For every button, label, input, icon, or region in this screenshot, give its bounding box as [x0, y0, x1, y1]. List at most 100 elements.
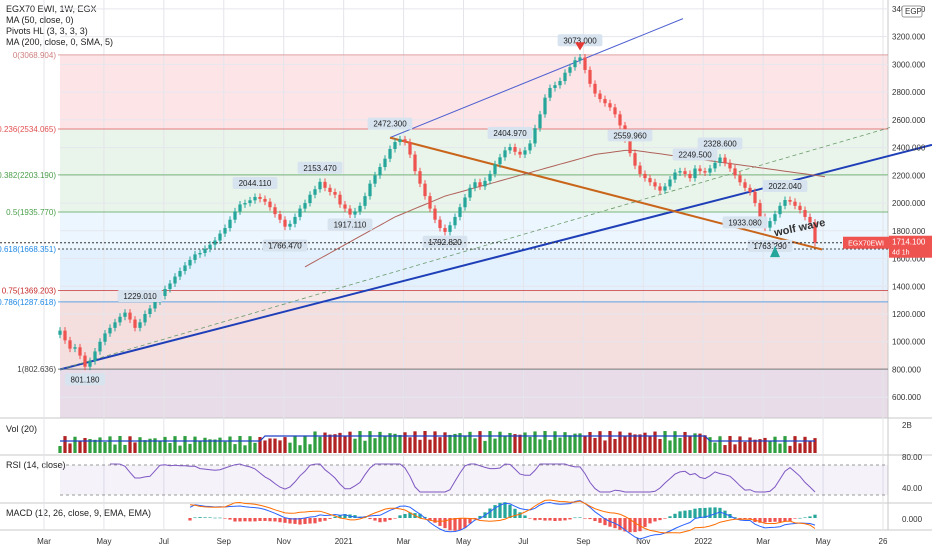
- price-tick-label: 1000.000: [892, 338, 926, 347]
- candle-body: [758, 203, 762, 217]
- candle-body: [418, 171, 422, 184]
- candle-body: [188, 259, 192, 266]
- macd-histogram-bar: [773, 518, 777, 522]
- fib-label: 0.236(2534.065): [0, 125, 56, 134]
- volume-bar: [563, 432, 567, 453]
- vol-pane-label[interactable]: Vol (20): [6, 424, 38, 434]
- candle-body: [368, 183, 372, 197]
- macd-histogram-bar: [678, 511, 682, 518]
- volume-bar: [453, 433, 457, 453]
- macd-histogram-bar: [508, 504, 512, 518]
- macd-histogram-bar: [538, 518, 542, 520]
- currency-label: EGP: [905, 7, 922, 16]
- candle-body: [503, 150, 507, 158]
- price-axis[interactable]: 600.000 800.000 1000.000 1200.000 1400.000 16…: [892, 5, 926, 402]
- rsi-pane-label[interactable]: RSI (14, close): [6, 460, 66, 470]
- macd-histogram-bar: [743, 518, 747, 520]
- legend-pivots[interactable]: Pivots HL (3, 3, 3, 3): [6, 26, 88, 36]
- macd-histogram-bar: [603, 518, 607, 526]
- macd-histogram-bar: [463, 518, 467, 528]
- candle-body: [548, 87, 552, 98]
- macd-histogram-bar: [733, 517, 737, 518]
- macd-histogram-bar: [403, 514, 407, 518]
- macd-histogram-bar: [573, 517, 577, 519]
- macd-histogram-bar: [808, 516, 812, 518]
- candle-body: [783, 200, 787, 206]
- candle-body: [263, 198, 267, 202]
- volume-bar: [738, 436, 742, 453]
- pivot-label: 2044.110: [239, 179, 272, 188]
- volume-bar: [378, 431, 382, 453]
- candle-body: [88, 361, 92, 367]
- candle-body: [683, 171, 687, 174]
- volume-bar: [768, 441, 772, 453]
- time-axis[interactable]: Mar May Jul Sep Nov 2021 Mar May Jul Sep Nov 2022 Ma…: [37, 537, 888, 546]
- volume-bar: [318, 436, 322, 453]
- legend-symbol[interactable]: EGX70 EWI, 1W, EGX: [6, 4, 97, 14]
- candle-body: [793, 201, 797, 206]
- volume-bar: [443, 432, 447, 453]
- macd-histogram-bar: [198, 517, 202, 518]
- volume-bar: [73, 436, 77, 453]
- candle-body: [488, 173, 492, 181]
- bottom-arrow-icon: [770, 246, 780, 258]
- candle-body: [633, 153, 637, 166]
- macd-histogram-bar: [218, 517, 222, 519]
- candle-body: [273, 207, 277, 215]
- candle-body: [303, 203, 307, 209]
- macd-histogram-bar: [783, 518, 787, 522]
- macd-histogram-bar: [688, 510, 692, 518]
- candle-body: [343, 204, 347, 209]
- candle-body: [618, 114, 622, 126]
- candle-body: [138, 322, 142, 328]
- macd-histogram-bar: [293, 518, 297, 524]
- volume-bar: [808, 440, 812, 453]
- volume-bar: [628, 432, 632, 453]
- candle-body: [443, 228, 447, 232]
- macd-histogram-bar: [758, 518, 762, 523]
- volume-bar: [258, 437, 262, 453]
- candle-body: [613, 107, 617, 115]
- volume-bar: [618, 431, 622, 453]
- price-tag-value: 1714.100: [892, 238, 926, 247]
- volume-bar: [748, 437, 752, 453]
- rsi-pane: 80.00 40.00: [60, 453, 923, 496]
- price-tick-label: 2400.000: [892, 144, 926, 153]
- macd-histogram-bar: [638, 518, 642, 532]
- volume-bar: [263, 440, 267, 453]
- pivot-label-box: [367, 117, 413, 130]
- candle-body: [808, 216, 812, 223]
- volume-bar: [403, 432, 407, 453]
- candle-body: [173, 276, 177, 284]
- macd-histogram-bar: [788, 518, 792, 521]
- volume-bar: [483, 440, 487, 453]
- candle-body: [533, 128, 537, 144]
- candle-body: [463, 197, 467, 208]
- volume-bar: [148, 438, 152, 453]
- volume-bar: [813, 438, 817, 453]
- volume-bar: [683, 431, 687, 453]
- legend-ma50[interactable]: MA (50, close, 0): [6, 15, 74, 25]
- candle-body: [568, 67, 572, 73]
- time-tick-label: Nov: [636, 537, 650, 546]
- macd-histogram-bar: [298, 518, 302, 525]
- currency-box: [901, 5, 923, 18]
- macd-pane-label[interactable]: MACD (12, 26, close, 9, EMA, EMA): [6, 508, 152, 518]
- volume-tick-label: 2B: [902, 421, 912, 430]
- macd-histogram-bar: [273, 518, 277, 522]
- macd-histogram-bar: [648, 518, 652, 524]
- candle-body: [63, 330, 67, 341]
- macd-histogram-bar: [383, 518, 387, 522]
- macd-histogram-bar: [338, 515, 342, 518]
- volume-bar: [503, 436, 507, 453]
- volume-bar: [343, 436, 347, 453]
- volume-bar: [133, 442, 137, 453]
- candle-body: [538, 114, 542, 129]
- rsi-tick-label: 80.00: [902, 453, 923, 462]
- peak-arrow-icon: [575, 42, 585, 51]
- volume-bar: [93, 439, 97, 453]
- legend-ma200[interactable]: MA (200, close, 0, SMA, 5): [6, 37, 114, 47]
- volume-bar: [723, 445, 727, 453]
- volume-bar: [278, 440, 282, 453]
